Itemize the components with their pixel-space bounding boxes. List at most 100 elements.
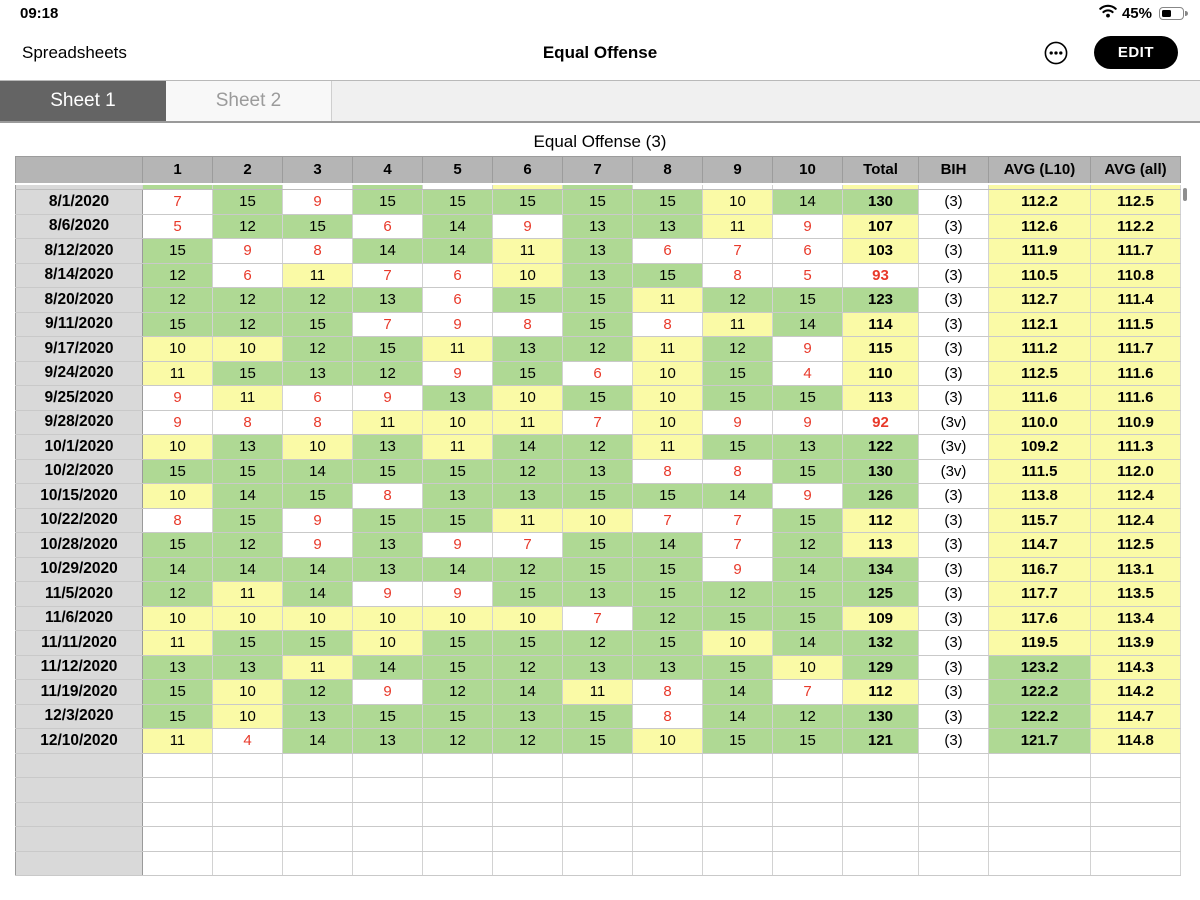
column-header-bih[interactable]: BIH bbox=[918, 156, 989, 184]
score-cell-6[interactable]: 12 bbox=[492, 655, 563, 680]
score-cell-2[interactable]: 11 bbox=[212, 385, 283, 411]
avg-l10-cell[interactable]: 113.8 bbox=[988, 483, 1091, 509]
score-cell-6[interactable]: 15 bbox=[492, 630, 563, 656]
score-cell-3[interactable]: 8 bbox=[282, 410, 353, 435]
empty-cell[interactable] bbox=[142, 851, 213, 876]
empty-cell[interactable] bbox=[1090, 826, 1181, 852]
score-cell-6[interactable]: 15 bbox=[492, 581, 563, 607]
score-cell-10[interactable]: 15 bbox=[772, 581, 843, 607]
total-cell[interactable]: 109 bbox=[842, 606, 919, 631]
avg-l10-cell[interactable]: 109.2 bbox=[988, 434, 1091, 460]
score-cell-7[interactable]: 12 bbox=[562, 336, 633, 362]
score-cell-10[interactable]: 15 bbox=[772, 606, 843, 631]
score-cell-8[interactable]: 12 bbox=[632, 606, 703, 631]
empty-cell[interactable] bbox=[988, 753, 1091, 778]
empty-cell[interactable] bbox=[142, 826, 213, 852]
score-cell-3[interactable]: 15 bbox=[282, 630, 353, 656]
score-cell-4[interactable]: 10 bbox=[352, 630, 423, 656]
scrollbar[interactable] bbox=[1183, 188, 1187, 201]
score-cell-2[interactable]: 12 bbox=[212, 312, 283, 337]
avg-l10-cell[interactable]: 122.2 bbox=[988, 704, 1091, 729]
total-cell[interactable]: 93 bbox=[842, 263, 919, 288]
score-cell-3[interactable]: 15 bbox=[282, 214, 353, 239]
score-cell-4[interactable]: 9 bbox=[352, 385, 423, 411]
score-cell-2[interactable]: 12 bbox=[212, 287, 283, 313]
score-cell-6[interactable]: 11 bbox=[492, 238, 563, 264]
avg-all-cell[interactable]: 114.7 bbox=[1090, 704, 1181, 729]
score-cell-9[interactable]: 10 bbox=[702, 630, 773, 656]
score-cell-10[interactable]: 9 bbox=[772, 214, 843, 239]
avg-l10-cell[interactable]: 111.6 bbox=[988, 385, 1091, 411]
score-cell-6[interactable]: 7 bbox=[492, 532, 563, 558]
score-cell-4[interactable]: 13 bbox=[352, 532, 423, 558]
score-cell-6[interactable]: 14 bbox=[492, 679, 563, 705]
avg-l10-cell[interactable]: 112.7 bbox=[988, 287, 1091, 313]
score-cell-2[interactable]: 14 bbox=[212, 557, 283, 582]
score-cell-1[interactable]: 15 bbox=[142, 679, 213, 705]
score-cell-3[interactable]: 9 bbox=[282, 532, 353, 558]
score-cell-5[interactable]: 15 bbox=[422, 704, 493, 729]
empty-cell[interactable] bbox=[918, 851, 989, 876]
score-cell-2[interactable]: 10 bbox=[212, 679, 283, 705]
avg-l10-cell[interactable]: 112.1 bbox=[988, 312, 1091, 337]
score-cell-9[interactable]: 14 bbox=[702, 704, 773, 729]
score-cell-9[interactable]: 10 bbox=[702, 189, 773, 215]
avg-all-cell[interactable]: 110.8 bbox=[1090, 263, 1181, 288]
avg-all-cell[interactable]: 112.0 bbox=[1090, 459, 1181, 484]
avg-all-cell[interactable]: 111.6 bbox=[1090, 361, 1181, 386]
row-header-date[interactable]: 8/1/2020 bbox=[15, 189, 143, 215]
score-cell-5[interactable]: 14 bbox=[422, 238, 493, 264]
row-header-date[interactable]: 10/1/2020 bbox=[15, 434, 143, 460]
score-cell-2[interactable]: 11 bbox=[212, 581, 283, 607]
score-cell-4[interactable]: 15 bbox=[352, 189, 423, 215]
score-cell-6[interactable]: 11 bbox=[492, 508, 563, 533]
avg-l10-cell[interactable]: 115.7 bbox=[988, 508, 1091, 533]
score-cell-2[interactable]: 15 bbox=[212, 459, 283, 484]
total-cell[interactable]: 110 bbox=[842, 361, 919, 386]
score-cell-1[interactable]: 13 bbox=[142, 655, 213, 680]
score-cell-4[interactable]: 7 bbox=[352, 312, 423, 337]
total-cell[interactable]: 112 bbox=[842, 679, 919, 705]
bih-cell[interactable]: (3) bbox=[918, 361, 989, 386]
avg-all-cell[interactable]: 112.4 bbox=[1090, 508, 1181, 533]
score-cell-5[interactable]: 9 bbox=[422, 581, 493, 607]
score-cell-7[interactable]: 10 bbox=[562, 508, 633, 533]
row-header-date[interactable]: 8/14/2020 bbox=[15, 263, 143, 288]
row-header-empty[interactable] bbox=[15, 802, 143, 827]
score-cell-7[interactable]: 13 bbox=[562, 581, 633, 607]
score-cell-5[interactable]: 9 bbox=[422, 532, 493, 558]
row-header-date[interactable]: 11/12/2020 bbox=[15, 655, 143, 680]
score-cell-7[interactable]: 13 bbox=[562, 655, 633, 680]
empty-cell[interactable] bbox=[632, 826, 703, 852]
score-cell-8[interactable]: 15 bbox=[632, 483, 703, 509]
score-cell-9[interactable]: 15 bbox=[702, 655, 773, 680]
empty-cell[interactable] bbox=[282, 802, 353, 827]
empty-cell[interactable] bbox=[772, 802, 843, 827]
score-cell-9[interactable]: 8 bbox=[702, 263, 773, 288]
score-cell-3[interactable]: 15 bbox=[282, 483, 353, 509]
score-cell-10[interactable]: 9 bbox=[772, 410, 843, 435]
score-cell-4[interactable]: 14 bbox=[352, 238, 423, 264]
row-header-date[interactable]: 9/25/2020 bbox=[15, 385, 143, 411]
score-cell-4[interactable]: 14 bbox=[352, 655, 423, 680]
column-header-7[interactable]: 7 bbox=[562, 156, 633, 184]
score-cell-9[interactable]: 9 bbox=[702, 410, 773, 435]
score-cell-1[interactable]: 9 bbox=[142, 385, 213, 411]
avg-l10-cell[interactable]: 111.2 bbox=[988, 336, 1091, 362]
bih-cell[interactable]: (3) bbox=[918, 287, 989, 313]
empty-cell[interactable] bbox=[842, 802, 919, 827]
bih-cell[interactable]: (3) bbox=[918, 483, 989, 509]
score-cell-2[interactable]: 13 bbox=[212, 434, 283, 460]
score-cell-10[interactable]: 14 bbox=[772, 189, 843, 215]
score-cell-10[interactable]: 15 bbox=[772, 728, 843, 754]
bih-cell[interactable]: (3) bbox=[918, 214, 989, 239]
score-cell-5[interactable]: 15 bbox=[422, 189, 493, 215]
score-cell-10[interactable]: 7 bbox=[772, 679, 843, 705]
score-cell-10[interactable]: 5 bbox=[772, 263, 843, 288]
avg-l10-cell[interactable]: 114.7 bbox=[988, 532, 1091, 558]
empty-cell[interactable] bbox=[772, 851, 843, 876]
bih-cell[interactable]: (3) bbox=[918, 557, 989, 582]
avg-all-cell[interactable]: 113.4 bbox=[1090, 606, 1181, 631]
score-cell-6[interactable]: 11 bbox=[492, 410, 563, 435]
score-cell-2[interactable]: 10 bbox=[212, 704, 283, 729]
